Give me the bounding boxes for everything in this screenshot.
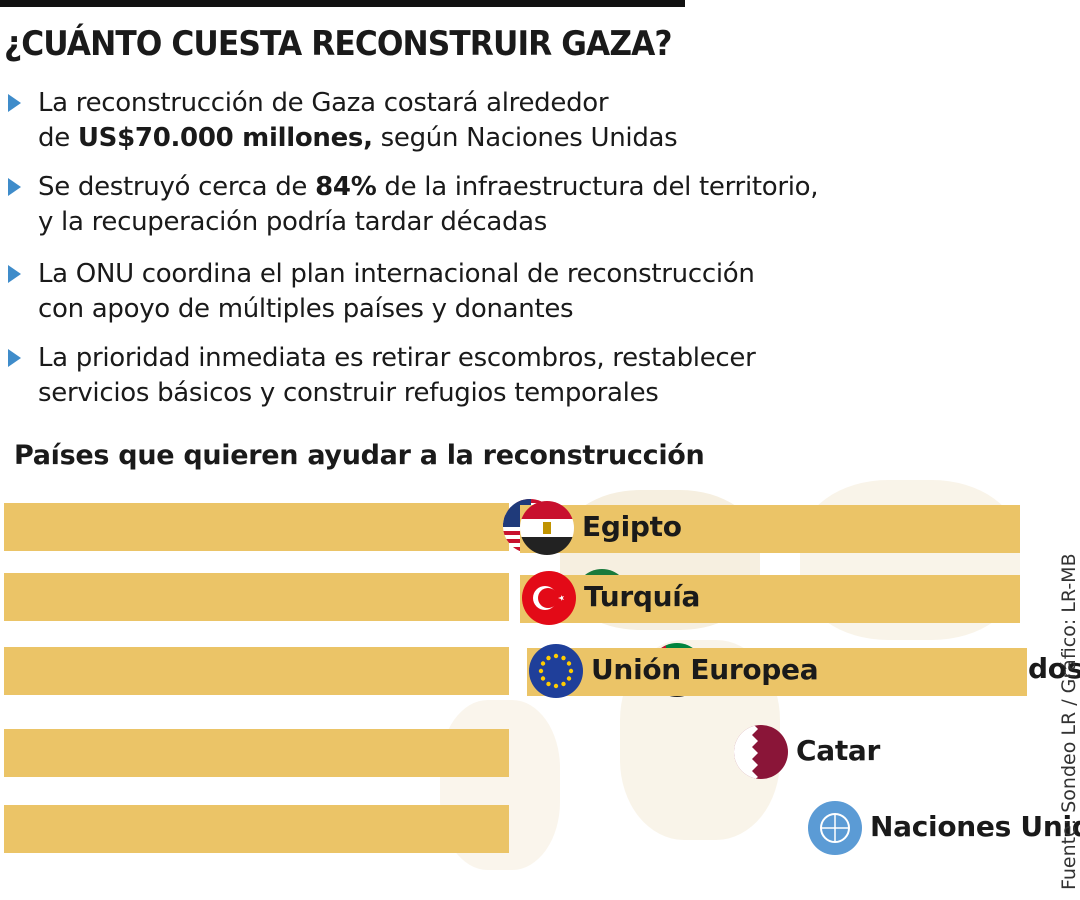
bullet-line: de US$70.000 millones, según Naciones Un… [38,121,678,156]
bullet-line: La ONU coordina el plan internacional de… [38,257,755,292]
country-bar [4,573,509,621]
country-bar [527,648,1027,696]
flag-icon [808,801,862,855]
text-segment: y la recuperación podría tardar décadas [38,207,548,237]
bullet: Se destruyó cerca de 84% de la infraestr… [8,170,819,240]
bullet-line: servicios básicos y construir refugios t… [38,376,756,411]
title: ¿CUÁNTO CUESTA RECONSTRUIR GAZA? [4,24,673,64]
flag-icon [520,501,574,555]
bullet: La reconstrucción de Gaza costará alrede… [8,86,678,156]
bullet-line: Se destruyó cerca de 84% de la infraestr… [38,170,819,205]
country-name: Egipto [582,510,682,543]
text-segment: con apoyo de múltiples países y donantes [38,294,574,324]
text-segment: La reconstrucción de Gaza costará alrede… [38,88,609,118]
top-rule [0,0,685,7]
bullet-marker [8,94,21,112]
text-segment: según Naciones Unidas [372,123,678,153]
bullet-marker [8,178,21,196]
bullet: La prioridad inmediata es retirar escomb… [8,341,756,411]
bullet-line: La prioridad inmediata es retirar escomb… [38,341,756,376]
text-segment: La prioridad inmediata es retirar escomb… [38,343,756,373]
bullet-marker [8,265,21,283]
bullet-line: con apoyo de múltiples países y donantes [38,292,755,327]
bullet-line: y la recuperación podría tardar décadas [38,205,818,240]
country-bar [520,575,1020,623]
text-segment: US$70.000 millones, [77,123,373,153]
text-segment: Se destruyó cerca de [38,172,316,202]
country-name: Catar [796,734,881,767]
flag-icon [529,644,583,698]
country-name: Unión Europea [591,653,819,686]
flag-icon [522,571,576,625]
text-segment: de [38,123,78,153]
text-segment: servicios básicos y construir refugios t… [38,378,659,408]
flag-icon [734,725,788,779]
text-segment: 84% [315,172,377,202]
country-bar [520,505,1020,553]
country-name: Naciones Unidas [870,810,1080,843]
bullet-marker [8,349,21,367]
country-bar [4,647,509,695]
subtitle: Países que quieren ayudar a la reconstru… [14,440,705,471]
bullet-line: La reconstrucción de Gaza costará alrede… [38,86,677,121]
country-bar [4,503,509,551]
source: Fuente: Sondeo LR / Gráfico: LR-MB [1058,553,1080,890]
text-segment: de la infraestructura del territorio, [376,172,819,202]
country-bar [4,729,509,777]
text-segment: La ONU coordina el plan internacional de… [38,259,755,289]
country-bar [4,805,509,853]
bullet: La ONU coordina el plan internacional de… [8,257,755,327]
country-name: Turquía [584,580,701,613]
